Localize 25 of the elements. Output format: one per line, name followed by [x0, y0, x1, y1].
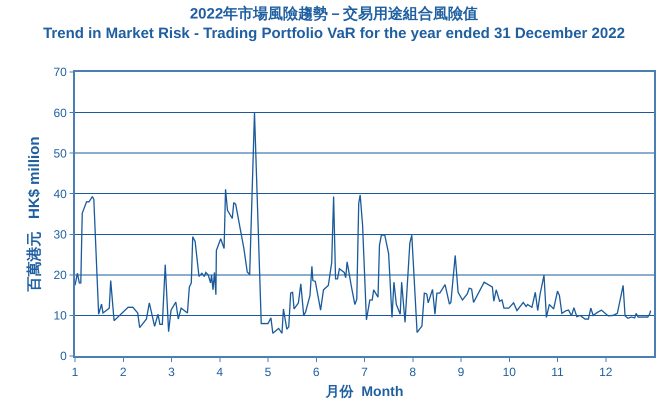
- y-axis-title: 百萬港元 HK$ million: [26, 136, 44, 293]
- y-tick-label: 0: [60, 349, 68, 364]
- y-tick-label: 40: [53, 186, 68, 201]
- y-tick-label: 20: [53, 268, 68, 282]
- line-series: [75, 112, 652, 334]
- y-tick-label: 10: [53, 308, 68, 323]
- y-tick-label: 70: [53, 65, 68, 80]
- x-tick-label: 5: [264, 365, 272, 380]
- x-tick-label: 8: [409, 365, 416, 380]
- chart-subtitle: Trend in Market Risk - Trading Portfolio VaR for the year ended 31 December 2022: [43, 25, 625, 42]
- x-tick-label: 6: [312, 365, 320, 380]
- x-tick-label: 7: [361, 365, 368, 380]
- chart-title: 2022年市場風險趨勢－交易用途組合風險值: [190, 4, 478, 23]
- x-tick-label: 12: [599, 365, 613, 380]
- x-tick-label: 10: [502, 365, 516, 380]
- x-tick-label: 2: [120, 365, 127, 380]
- y-tick-label: 50: [53, 146, 68, 160]
- x-axis-title: 月份 Month: [324, 382, 404, 399]
- x-tick-label: 3: [168, 365, 176, 380]
- y-tick-label: 60: [53, 106, 68, 120]
- x-tick-label: 9: [458, 365, 465, 380]
- x-tick-label: 1: [72, 365, 79, 380]
- x-tick-label: 11: [551, 365, 564, 380]
- x-tick-label: 4: [216, 365, 224, 380]
- y-tick-label: 30: [53, 227, 68, 242]
